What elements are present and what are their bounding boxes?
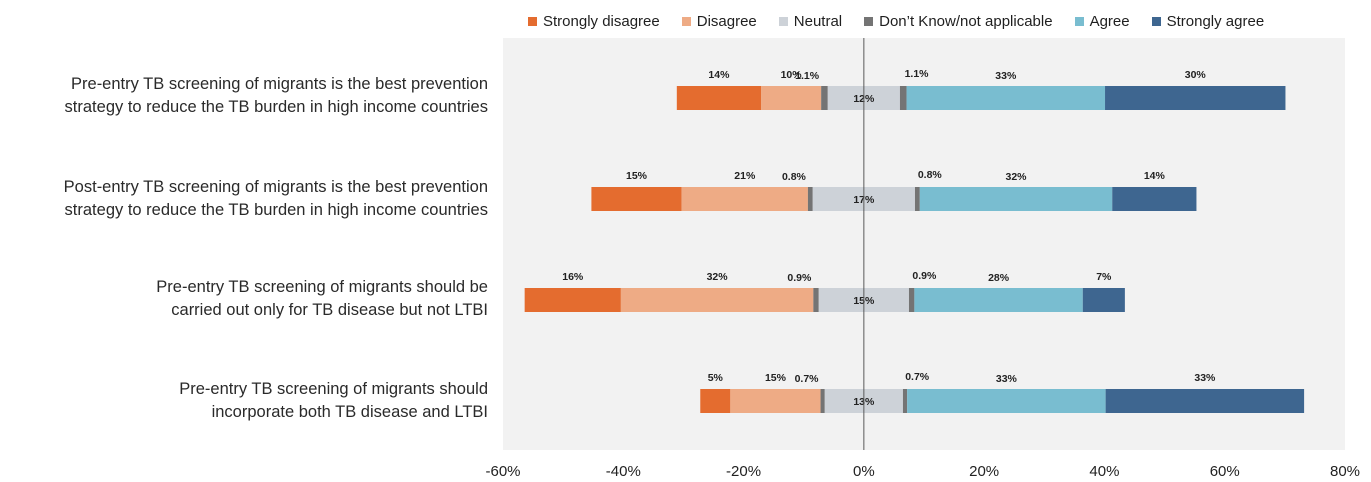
legend-item-neutral: Neutral [778,13,843,30]
bar-segment [807,187,813,211]
bar-segment [620,288,814,312]
x-tick-label: -60% [485,463,520,480]
x-tick-label: 80% [1330,463,1360,480]
bar-segment [899,86,907,110]
category-label-line: strategy to reduce the TB burden in high… [64,98,488,116]
data-label: 33% [995,70,1017,82]
legend-label: Neutral [793,13,843,30]
bar-segment [821,86,828,110]
bar-segment [902,389,908,413]
legend-item-dont-know: Don’t Know/not applicable [864,13,1053,30]
legend-label: Agree [1089,13,1130,30]
category-label-line: Pre-entry TB screening of migrants is th… [71,75,488,93]
data-label: 15% [626,170,648,182]
data-label: 14% [708,69,730,81]
bar-segment [919,187,1113,211]
data-label: 33% [1194,372,1216,384]
bar-segment [676,86,762,110]
bar-segment [1082,288,1125,312]
bar-segment [907,389,1106,413]
category-label-line: strategy to reduce the TB burden in high… [64,201,488,219]
legend-item-disagree: Disagree [681,13,757,30]
category-label-4: Pre-entry TB screening of migrants shoul… [0,378,488,424]
x-tick-label: 0% [853,463,875,480]
legend-swatch [1074,17,1084,26]
legend-label: Strongly agree [1166,13,1265,30]
bar-segment [914,288,1083,312]
data-label: 0.8% [782,171,807,183]
legend-swatch [778,17,788,26]
category-label-line: carried out only for TB disease but not … [171,301,488,319]
legend-swatch [864,17,874,26]
bar-segment [524,288,621,312]
legend-label: Disagree [696,13,757,30]
data-label: 14% [1144,170,1166,182]
bar-segment [700,389,731,413]
bar-segment [681,187,808,211]
data-label: 21% [734,170,756,182]
bar-segment [1105,86,1286,110]
data-label: 16% [562,271,584,283]
bar-segment [730,389,821,413]
category-label-3: Pre-entry TB screening of migrants shoul… [0,276,488,322]
category-label-1: Pre-entry TB screening of migrants is th… [0,73,488,119]
data-label: 32% [707,271,729,283]
bar-segment [914,187,920,211]
category-label-line: Pre-entry TB screening of migrants shoul… [156,278,488,296]
legend-swatch [681,17,691,26]
x-tick-label: -20% [726,463,761,480]
legend-label: Strongly disagree [543,13,660,30]
bar-segment [813,288,819,312]
data-label: 0.9% [787,272,812,284]
data-label: 1.1% [905,68,930,80]
bar-segment [908,288,915,312]
bar-segment [591,187,682,211]
data-label: 10% [781,69,803,81]
x-tick-label: 20% [969,463,999,480]
bar-segment [1112,187,1197,211]
legend-item-strongly-agree: Strongly agree [1151,13,1265,30]
data-label: 0.7% [795,373,820,385]
bar-segment [820,389,825,413]
data-label: 7% [1096,271,1112,283]
category-label-line: Pre-entry TB screening of migrants shoul… [179,380,488,398]
legend-item-strongly-disagree: Strongly disagree [528,13,660,30]
category-label-2: Post-entry TB screening of migrants is t… [0,176,488,222]
data-label: 15% [765,372,787,384]
legend-item-agree: Agree [1074,13,1130,30]
bar-segment [1105,389,1305,413]
data-label: 28% [988,272,1010,284]
legend-swatch [1151,17,1161,26]
data-label: 32% [1006,171,1028,183]
category-label-line: Post-entry TB screening of migrants is t… [63,178,488,196]
data-label: 0.7% [905,371,930,383]
bar-segment [761,86,822,110]
data-label: 1.1% [795,70,820,82]
legend: Strongly disagree Disagree Neutral Don’t… [528,13,1264,30]
x-tick-label: 60% [1210,463,1240,480]
x-tick-label: -40% [606,463,641,480]
legend-label: Don’t Know/not applicable [879,13,1053,30]
legend-swatch [528,17,537,26]
data-label: 30% [1185,69,1207,81]
data-label: 0.8% [918,169,943,181]
bar-segment [906,86,1106,110]
x-tick-label: 40% [1089,463,1119,480]
category-label-line: incorporate both TB disease and LTBI [211,403,488,421]
data-label: 5% [708,372,724,384]
data-label: 0.9% [912,270,937,282]
data-label: 33% [996,373,1018,385]
